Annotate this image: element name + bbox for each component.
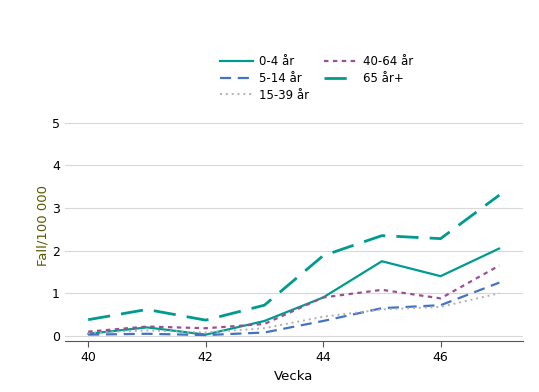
Y-axis label: Fall/100 000: Fall/100 000 [36, 185, 49, 266]
Legend: 0-4 år, 5-14 år, 15-39 år, 40-64 år, 65 år+: 0-4 år, 5-14 år, 15-39 år, 40-64 år, 65 … [220, 55, 413, 102]
X-axis label: Vecka: Vecka [274, 370, 314, 383]
